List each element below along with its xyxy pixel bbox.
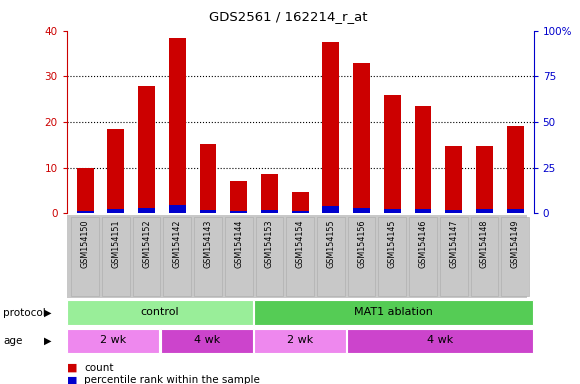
Bar [409, 217, 437, 296]
Bar [470, 217, 498, 296]
Bar [476, 210, 493, 213]
Bar [230, 211, 247, 213]
Bar [415, 209, 432, 213]
Bar [230, 181, 247, 213]
Text: GSM154150: GSM154150 [81, 219, 90, 268]
Text: MAT1 ablation: MAT1 ablation [354, 307, 433, 317]
Bar [384, 96, 401, 213]
Text: GSM154142: GSM154142 [173, 219, 182, 268]
Bar [77, 169, 93, 213]
Bar [169, 38, 186, 213]
Bar [200, 210, 216, 213]
Bar [138, 208, 155, 213]
Bar [445, 146, 462, 213]
Text: GSM154144: GSM154144 [234, 219, 243, 268]
Bar [164, 217, 191, 296]
Bar [133, 217, 161, 296]
Bar [384, 209, 401, 213]
Bar [107, 209, 124, 213]
Text: GSM154155: GSM154155 [327, 219, 335, 268]
Bar [476, 146, 493, 213]
Text: GSM154148: GSM154148 [480, 219, 489, 268]
Bar [353, 208, 370, 213]
Text: percentile rank within the sample: percentile rank within the sample [84, 375, 260, 384]
Bar [254, 329, 346, 353]
Text: count: count [84, 363, 114, 373]
Bar [107, 129, 124, 213]
Text: GSM154153: GSM154153 [265, 219, 274, 268]
Bar [169, 205, 186, 213]
Bar [194, 217, 222, 296]
Bar [261, 210, 278, 213]
Bar [102, 217, 130, 296]
Text: GSM154146: GSM154146 [419, 219, 427, 268]
Bar [161, 329, 253, 353]
Bar [507, 209, 524, 213]
Bar [415, 106, 432, 213]
Text: GSM154154: GSM154154 [296, 219, 304, 268]
Bar [256, 217, 283, 296]
Bar [322, 206, 339, 213]
Bar [67, 329, 160, 353]
Bar [254, 300, 533, 325]
Text: GSM154149: GSM154149 [510, 219, 520, 268]
Text: GSM154143: GSM154143 [204, 219, 212, 268]
Bar [138, 86, 155, 213]
Bar [261, 174, 278, 213]
Bar [292, 192, 309, 213]
Bar [379, 217, 406, 296]
Text: 4 wk: 4 wk [427, 336, 454, 346]
Text: GSM154151: GSM154151 [111, 219, 120, 268]
Text: ■: ■ [67, 363, 77, 373]
Text: GSM154156: GSM154156 [357, 219, 366, 268]
Bar [501, 217, 529, 296]
Text: GDS2561 / 162214_r_at: GDS2561 / 162214_r_at [209, 10, 368, 23]
Text: GSM154152: GSM154152 [142, 219, 151, 268]
Text: GSM154147: GSM154147 [450, 219, 458, 268]
Bar [77, 211, 93, 213]
Text: ▶: ▶ [44, 308, 51, 318]
Bar [440, 217, 467, 296]
Text: protocol: protocol [3, 308, 46, 318]
Bar [225, 217, 252, 296]
Bar [200, 144, 216, 213]
Bar [322, 42, 339, 213]
Text: 2 wk: 2 wk [100, 336, 126, 346]
Text: 2 wk: 2 wk [287, 336, 313, 346]
Bar [71, 217, 99, 296]
Text: age: age [3, 336, 22, 346]
Text: ▶: ▶ [44, 336, 51, 346]
Bar [353, 63, 370, 213]
Bar [445, 210, 462, 213]
Bar [287, 217, 314, 296]
Text: ■: ■ [67, 375, 77, 384]
Text: control: control [141, 307, 179, 317]
Bar [347, 329, 533, 353]
Bar [67, 300, 253, 325]
Bar [292, 211, 309, 213]
Text: 4 wk: 4 wk [194, 336, 220, 346]
Bar [317, 217, 345, 296]
Bar [348, 217, 375, 296]
Bar [507, 126, 524, 213]
Text: GSM154145: GSM154145 [388, 219, 397, 268]
